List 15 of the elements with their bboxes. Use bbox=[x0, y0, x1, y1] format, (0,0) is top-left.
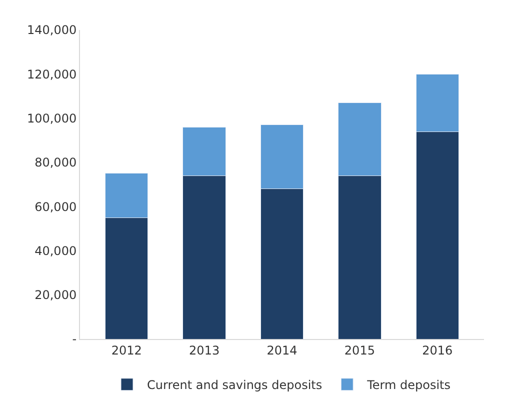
y-tick-label: 120,000 bbox=[26, 67, 77, 82]
y-tick-label: 80,000 bbox=[34, 156, 77, 170]
y-tick-label: 40,000 bbox=[34, 244, 77, 258]
x-tick-label: 2016 bbox=[422, 343, 453, 358]
legend-label: Current and savings deposits bbox=[147, 378, 322, 392]
y-tick-label: 100,000 bbox=[26, 111, 77, 126]
y-tick-label: - bbox=[72, 332, 77, 346]
y-tick-label: 20,000 bbox=[34, 288, 77, 302]
x-tick-label: 2012 bbox=[111, 343, 142, 358]
y-tick-label: 60,000 bbox=[34, 200, 77, 214]
x-tick-label: 2013 bbox=[189, 343, 220, 358]
legend-label: Term deposits bbox=[366, 378, 451, 392]
y-tick-label: 140,000 bbox=[26, 23, 77, 38]
x-tick-label: 2014 bbox=[266, 343, 298, 358]
x-tick-label: 2015 bbox=[344, 343, 375, 358]
